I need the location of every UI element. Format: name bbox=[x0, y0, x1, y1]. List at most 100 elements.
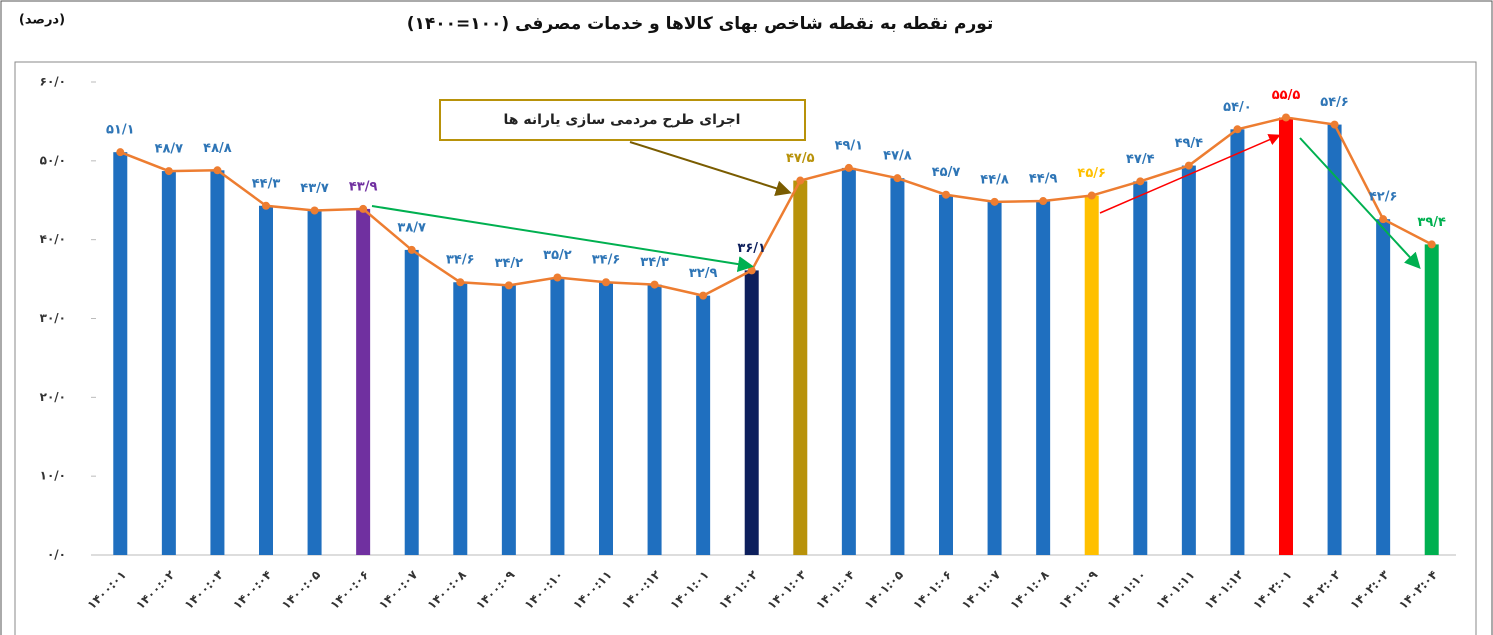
trend-arrow bbox=[371, 205, 754, 273]
data-label: ۵۴/۶ bbox=[1320, 95, 1349, 110]
x-tick-label: ۱۴۰۱:۰۱ bbox=[667, 568, 711, 612]
bar bbox=[1376, 219, 1391, 556]
bar bbox=[259, 205, 273, 556]
bar bbox=[1084, 195, 1099, 555]
line-point bbox=[602, 278, 610, 287]
bar bbox=[1424, 244, 1439, 555]
x-tick-label: ۱۴۰۰:۰۲ bbox=[133, 567, 178, 612]
line-point bbox=[844, 163, 853, 172]
line-point bbox=[116, 148, 125, 157]
line-point bbox=[796, 176, 805, 185]
line-point bbox=[1282, 113, 1290, 122]
x-tick-label: ۱۴۰۰:۱۱ bbox=[570, 568, 614, 612]
x-tick-label: ۱۴۰۱:۰۴ bbox=[813, 568, 857, 612]
line-point bbox=[1379, 215, 1388, 224]
x-tick-label: ۱۴۰۱:۱۲ bbox=[1202, 567, 1247, 612]
line bbox=[119, 116, 1433, 297]
x-tick-label: ۱۴۰۰:۰۴ bbox=[230, 568, 274, 612]
data-label: ۴۲/۶ bbox=[1369, 190, 1398, 205]
line-point bbox=[942, 190, 950, 199]
bar bbox=[161, 171, 176, 555]
annotation: اجرای طرح مردمی سازی یارانه ها bbox=[504, 112, 741, 128]
bar bbox=[113, 152, 128, 555]
bar bbox=[210, 170, 225, 555]
line-point bbox=[553, 273, 562, 282]
data-label: ۳۸/۷ bbox=[397, 220, 426, 235]
x-tick-label: ۱۴۰۰:۰۸ bbox=[425, 567, 470, 612]
data-label: ۵۵/۵ bbox=[1272, 88, 1301, 103]
bar bbox=[647, 284, 662, 555]
plot-frame bbox=[14, 61, 1477, 635]
x-tick-label: ۱۴۰۱:۱۰ bbox=[1105, 568, 1149, 612]
bar bbox=[1181, 165, 1196, 555]
line-point bbox=[893, 174, 902, 183]
trend-arrow bbox=[1099, 134, 1281, 214]
x-tick-label: ۱۴۰۱:۰۷ bbox=[959, 567, 1004, 612]
line-point bbox=[1427, 240, 1436, 249]
annotation-box bbox=[439, 99, 806, 141]
line-point bbox=[1330, 120, 1339, 129]
line-point bbox=[650, 280, 659, 289]
x-tick-label: ۱۴۰۲:۰۴ bbox=[1396, 568, 1440, 612]
y-tick-label: ۲۰/۰ bbox=[40, 390, 66, 404]
line-point bbox=[1087, 191, 1096, 200]
x-tick-label: ۱۴۰۰:۱۲ bbox=[619, 567, 664, 612]
data-label: ۴۸/۷ bbox=[155, 142, 184, 157]
bar bbox=[1036, 201, 1051, 555]
x-tick-label: ۱۴۰۰:۰۷ bbox=[376, 567, 421, 612]
data-label: ۴۴/۹ bbox=[1029, 172, 1058, 187]
bar bbox=[550, 277, 565, 555]
bar bbox=[939, 194, 953, 555]
bar bbox=[599, 282, 613, 555]
data-label: ۳۴/۳ bbox=[640, 255, 669, 270]
data-label: ۴۹/۴ bbox=[1175, 136, 1204, 151]
line-point bbox=[990, 197, 999, 206]
x-tick-label: ۱۴۰۱:۱۱ bbox=[1153, 568, 1197, 612]
data-label: ۵۴/۰ bbox=[1223, 100, 1252, 115]
bar bbox=[1133, 181, 1148, 555]
y-tick-label: ۰/۰ bbox=[47, 548, 66, 562]
x-tick-label: ۱۴۰۱:۰۳ bbox=[765, 567, 810, 612]
line-point bbox=[359, 204, 368, 213]
data-label: ۴۸/۸ bbox=[203, 141, 232, 156]
bar bbox=[793, 180, 808, 555]
x-tick-label: ۱۴۰۰:۰۵ bbox=[279, 568, 323, 612]
data-label: ۴۷/۵ bbox=[786, 151, 815, 166]
bar bbox=[356, 208, 371, 555]
x-tick-label: ۱۴۰۱:۰۸ bbox=[1007, 567, 1052, 612]
bar bbox=[1279, 117, 1293, 555]
y-tick-label: ۶۰/۰ bbox=[40, 75, 66, 89]
line-point bbox=[1136, 177, 1145, 186]
bar bbox=[744, 270, 759, 555]
line-point bbox=[747, 266, 756, 275]
data-label: ۴۳/۹ bbox=[349, 179, 378, 194]
bar bbox=[841, 167, 856, 555]
bar bbox=[987, 201, 1002, 555]
y-tick-label: ۴۰/۰ bbox=[40, 232, 66, 246]
data-label: ۴۷/۸ bbox=[883, 149, 912, 164]
bar bbox=[404, 249, 419, 556]
line-point bbox=[262, 201, 270, 210]
x-tick-label: ۱۴۰۰:۰۶ bbox=[327, 568, 371, 612]
data-label: ۴۵/۷ bbox=[932, 165, 961, 180]
line-point bbox=[1184, 161, 1193, 170]
data-label: ۴۵/۶ bbox=[1077, 166, 1106, 181]
x-tick-label: ۱۴۰۱:۰۹ bbox=[1056, 567, 1101, 612]
y-tick-label: ۳۰/۰ bbox=[40, 311, 66, 325]
data-label: ۳۵/۲ bbox=[543, 248, 572, 263]
bar bbox=[1327, 124, 1342, 555]
x-tick-label: ۱۴۰۱:۰۶ bbox=[910, 568, 954, 612]
x-tick-label: ۱۴۰۲:۰۲ bbox=[1299, 567, 1344, 612]
x-tick-label: ۱۴۰۰:۰۳ bbox=[182, 567, 227, 612]
x-tick-label: ۱۴۰۲:۰۳ bbox=[1347, 567, 1392, 612]
x-tick-label: ۱۴۰۱:۰۵ bbox=[862, 568, 906, 612]
line-point bbox=[213, 166, 222, 175]
x-tick-label: ۱۴۰۱:۰۲ bbox=[716, 567, 761, 612]
line-point bbox=[407, 245, 416, 254]
bar bbox=[307, 210, 322, 555]
data-label: ۴۴/۳ bbox=[252, 176, 281, 191]
data-label: ۴۷/۴ bbox=[1126, 152, 1155, 167]
data-label: ۳۴/۶ bbox=[446, 253, 475, 268]
